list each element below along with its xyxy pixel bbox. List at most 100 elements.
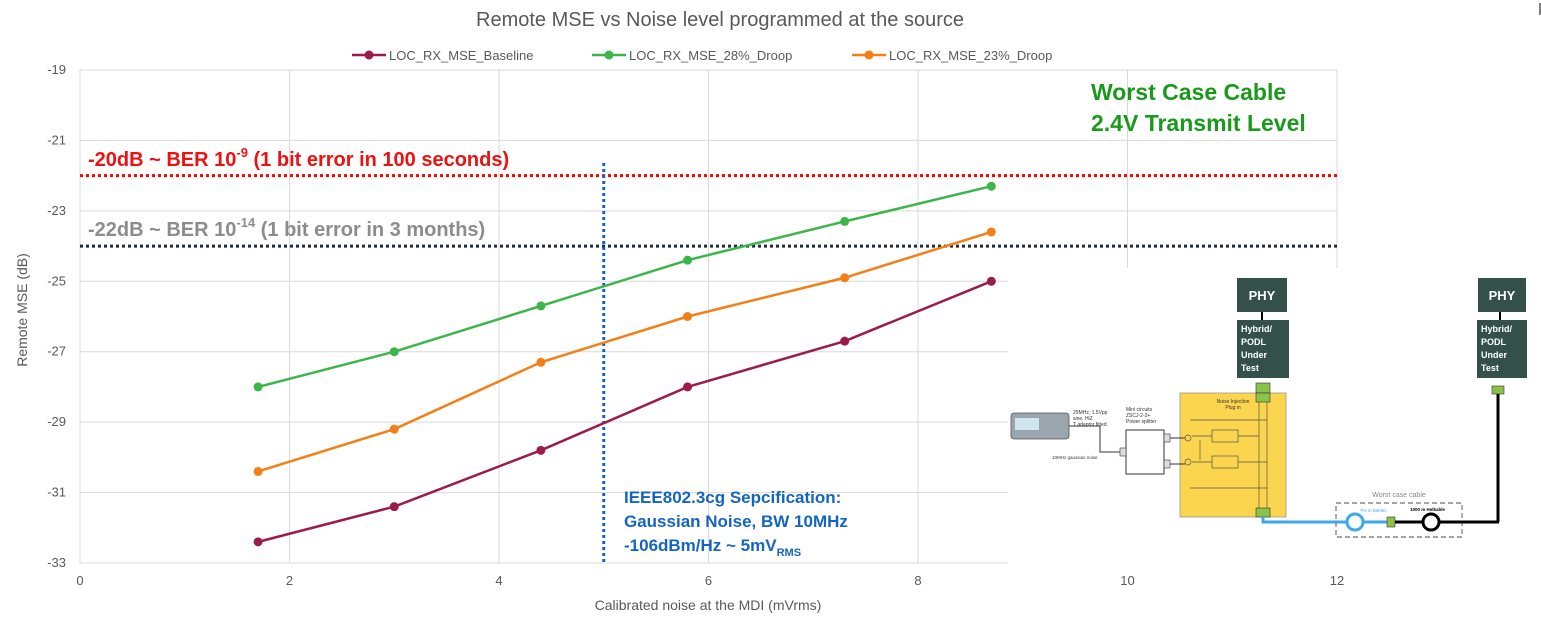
x-tick-label: 4	[495, 573, 502, 588]
right-connector	[1491, 385, 1505, 395]
plot-area: -19 -21 -23 -25 -27 -29 -31 -33 0 2 4 6 8 10 12	[47, 62, 1344, 588]
phy-right-label: PHY	[1489, 288, 1516, 303]
hybrid-right-line: Hybrid/	[1481, 324, 1513, 334]
ber9-label-rest: (1 bit error in 100 seconds)	[248, 149, 509, 171]
legend-label: LOC_RX_MSE_23%_Droop	[889, 48, 1052, 63]
worst-case-line1: Worst Case Cable	[1091, 79, 1286, 105]
signal-generator-screen	[1015, 418, 1039, 430]
phy-right-box	[1478, 278, 1526, 312]
noise-injection-board	[1179, 392, 1287, 518]
series-line	[257, 184, 992, 389]
top-connector-a	[1255, 382, 1271, 394]
heliable-label: 1000 m Helkable	[1410, 507, 1446, 512]
x-tick-label: 2	[286, 573, 293, 588]
hybrid-right-box	[1477, 320, 1527, 378]
generator-note-line: sine, HiZ	[1073, 416, 1093, 422]
top-connector-b	[1255, 392, 1271, 403]
data-point	[986, 227, 996, 237]
series-line	[257, 230, 992, 473]
ieee-line2: Gaussian Noise, BW 10MHz	[624, 512, 848, 531]
data-point	[389, 347, 399, 357]
generator-note-line: 25MHz, 1.5Vpp	[1073, 410, 1108, 416]
hybrid-right-line: Test	[1481, 363, 1499, 373]
hybrid-right-text: Hybrid/ PODL Under Test	[1481, 324, 1513, 373]
test-setup-schematic: PHY Hybrid/ PODL Under Test PHY Hybrid/ …	[1008, 268, 1541, 568]
hybrid-left-text: Hybrid/ PODL Under Test	[1241, 324, 1273, 373]
splitter-out-port-b	[1163, 459, 1171, 469]
ber9-label-main: -20dB ~ BER 10	[88, 149, 236, 171]
ieee-line1: IEEE802.3cg Sepcification:	[624, 488, 841, 507]
belden-label: 7% m Belden	[1360, 508, 1387, 513]
belden-coil	[1345, 512, 1365, 532]
hybrid-left-line: Test	[1241, 363, 1259, 373]
reference-lines	[80, 163, 1337, 563]
y-tick-label: -29	[47, 414, 66, 429]
legend-label: LOC_RX_MSE_Baseline	[389, 48, 534, 63]
data-point	[389, 502, 399, 512]
data-point	[253, 382, 263, 392]
y-tick-label: -27	[47, 344, 66, 359]
y-tick-label: -19	[47, 62, 66, 77]
splitter-note: Mini circuits ZSCJ-2-2+ Power splitter	[1126, 407, 1157, 425]
data-point	[683, 255, 693, 265]
injection-circuit	[1184, 402, 1268, 508]
y-axis-ticks: -19 -21 -23 -25 -27 -29 -31 -33	[47, 62, 66, 570]
ber9-label: -20dB ~ BER 10-9 (1 bit error in 100 sec…	[88, 145, 509, 171]
hybrid-right-line: Under	[1481, 350, 1508, 360]
y-tick-label: -21	[47, 132, 66, 147]
x-tick-label: 12	[1330, 573, 1344, 588]
data-point	[986, 181, 996, 191]
x-tick-label: 6	[705, 573, 712, 588]
data-point	[536, 301, 546, 311]
y-axis-label: Remote MSE (dB)	[14, 253, 30, 367]
splitter-note-line: Mini circuits	[1126, 407, 1153, 413]
data-point	[536, 445, 546, 455]
ber14-label-sup: -14	[236, 215, 256, 230]
hybrid-left-line: PODL	[1241, 337, 1267, 347]
data-point	[253, 537, 263, 547]
x-axis-ticks: 0 2 4 6 8 10 12	[76, 573, 1344, 588]
data-point	[389, 424, 399, 434]
x-tick-label: 0	[76, 573, 83, 588]
legend-swatch-marker	[604, 50, 614, 60]
data-point	[986, 276, 996, 286]
legend-swatch-marker	[364, 50, 374, 60]
data-point	[253, 466, 263, 476]
bottom-connector	[1255, 507, 1271, 518]
ber14-label-main: -22dB ~ BER 10	[88, 219, 236, 241]
data-point	[840, 273, 850, 283]
y-tick-label: -33	[47, 555, 66, 570]
data-point	[840, 216, 850, 226]
ieee-line3-main: -106dBm/Hz ~ 5mV	[624, 536, 777, 555]
series-line	[257, 280, 992, 544]
x-axis-label: Calibrated noise at the MDI (mVrms)	[595, 597, 822, 613]
cable-title: Worst case cable	[1372, 492, 1426, 499]
blue-cable-wire	[1261, 517, 1352, 524]
ber14-label-rest: (1 bit error in 3 months)	[255, 219, 485, 241]
x-tick-label: 10	[1120, 573, 1134, 588]
generator-wire	[1069, 425, 1120, 453]
generator-note-line: T adaptor fitted.	[1073, 422, 1108, 428]
splitter-note-line: ZSCJ-2-2+	[1126, 413, 1150, 419]
hybrid-left-box	[1237, 320, 1289, 378]
ieee-line3-sub: RMS	[777, 547, 801, 559]
injection-title-line: Plug in	[1225, 405, 1241, 411]
splitter-in-port	[1119, 447, 1127, 457]
ber14-label: -22dB ~ BER 10-14 (1 bit error in 3 mont…	[88, 215, 485, 241]
series-group	[253, 181, 996, 547]
legend: LOC_RX_MSE_Baseline LOC_RX_MSE_28%_Droop L…	[352, 48, 1052, 63]
y-tick-label: -23	[47, 203, 66, 218]
ieee-line3: -106dBm/Hz ~ 5mVRMS	[624, 536, 801, 559]
heliable-coil	[1421, 512, 1441, 532]
data-point	[683, 382, 693, 392]
generator-note: 25MHz, 1.5Vpp sine, HiZ T adaptor fitted…	[1073, 410, 1108, 428]
ber9-label-sup: -9	[236, 145, 248, 160]
hybrid-left-line: Under	[1241, 350, 1268, 360]
chart-title: Remote MSE vs Noise level programmed at …	[476, 9, 964, 31]
data-point	[840, 336, 850, 346]
hybrid-right-line: PODL	[1481, 337, 1507, 347]
legend-swatch-marker	[864, 50, 874, 60]
worst-case-line2: 2.4V Transmit Level	[1091, 110, 1306, 136]
inline-connector	[1386, 516, 1396, 528]
